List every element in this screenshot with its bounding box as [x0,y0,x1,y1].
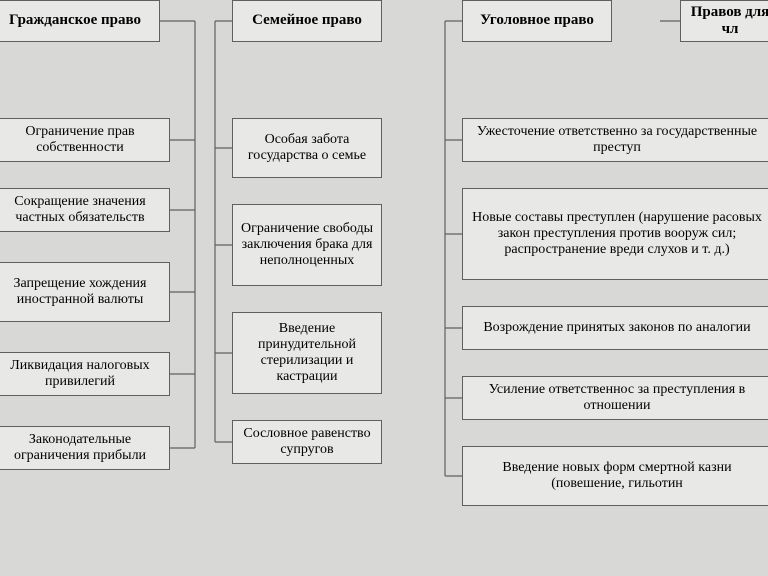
col-1-item-2: Введение принудительной стерилизации и к… [232,312,382,394]
col-0-item-3: Ликвидация налоговых привилегий [0,352,170,396]
col-2-item-4: Введение новых форм смертной казни (пове… [462,446,768,506]
col-2-item-3: Усиление ответственнос за преступления в… [462,376,768,420]
col-1-item-3: Сословное равенство супругов [232,420,382,464]
col-0-item-2: Запрещение хождения иностранной валюты [0,262,170,322]
col-3-header: Правов для чл [680,0,768,42]
col-0-item-4: Законодательные ограничения прибыли [0,426,170,470]
col-1-header: Семейное право [232,0,382,42]
col-2-item-1: Новые составы преступлен (нарушение расо… [462,188,768,280]
col-2-item-2: Возрождение принятых законов по аналогии [462,306,768,350]
col-0-header: Гражданское право [0,0,160,42]
col-0-item-1: Сокращение значения частных обязательств [0,188,170,232]
col-1-item-0: Особая забота государства о семье [232,118,382,178]
col-0-item-0: Ограничение прав собственности [0,118,170,162]
col-2-header: Уголовное право [462,0,612,42]
col-1-item-1: Ограничение свободы заключения брака для… [232,204,382,286]
col-2-item-0: Ужесточение ответственно за государствен… [462,118,768,162]
